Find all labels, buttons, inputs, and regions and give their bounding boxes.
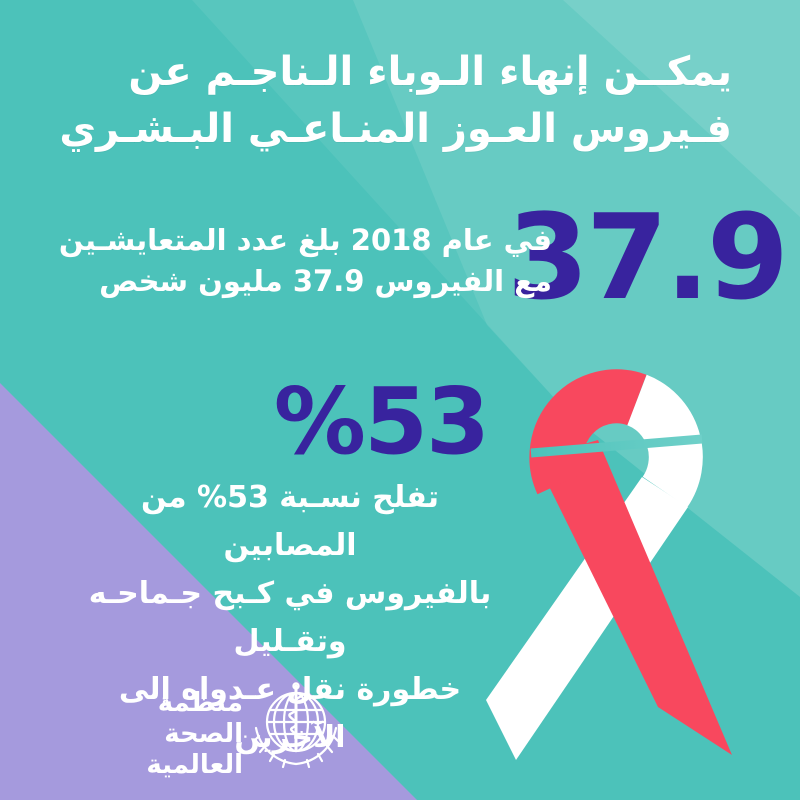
stat-53-desc-line-1: تفلح نسـبة 53% من المصابين [141,480,439,563]
light-corner-band [563,0,800,217]
stat-53-desc-line-3: خطورة نقل عـدواه إلى الآخرين [118,672,462,755]
stat-53-number: %53 [273,368,490,475]
who-org-name-line-1: منظمة [157,688,243,718]
who-staff-head [292,682,300,690]
purple-corner-triangle [0,383,417,800]
title-line-2: فـيروس العـوز المنـاعـي البـشـري [59,106,732,152]
ribbon-red-loop [529,369,647,495]
title-line-1: يمكــن إنهاء الـوباء الـناجـم عن [128,49,732,95]
stat-53-description: تفلح نسـبة 53% من المصابين بالفيروس في ك… [72,474,508,762]
ribbon-slit [530,434,703,458]
stat-2018-description: في عام 2018 بلغ عدد المتعايشـين مع الفير… [59,220,552,302]
who-org-name-line-2: الصحة العالمية [146,719,243,780]
aids-ribbon-icon [486,369,732,760]
who-logo: منظمة الصحة العالمية [38,682,340,784]
stat-2018-desc-line-1: في عام 2018 بلغ عدد المتعايشـين [58,223,552,257]
stat-2018-desc-line-2: مع الفيروس 37.9 مليون شخص [99,264,552,298]
who-org-name: منظمة الصحة العالمية [73,688,243,781]
who-laurel [254,726,338,766]
who-snake [288,694,304,740]
stat-2018-number: 37.9 [506,188,789,326]
poster-title: يمكــن إنهاء الـوباء الـناجـم عن فـيروس … [59,44,732,158]
ribbon-red-strap [535,440,732,755]
stat-53-desc-line-2: بالفيروس في كـبح جـماحـه وتقـليل [88,576,492,659]
who-emblem-icon [252,682,340,769]
